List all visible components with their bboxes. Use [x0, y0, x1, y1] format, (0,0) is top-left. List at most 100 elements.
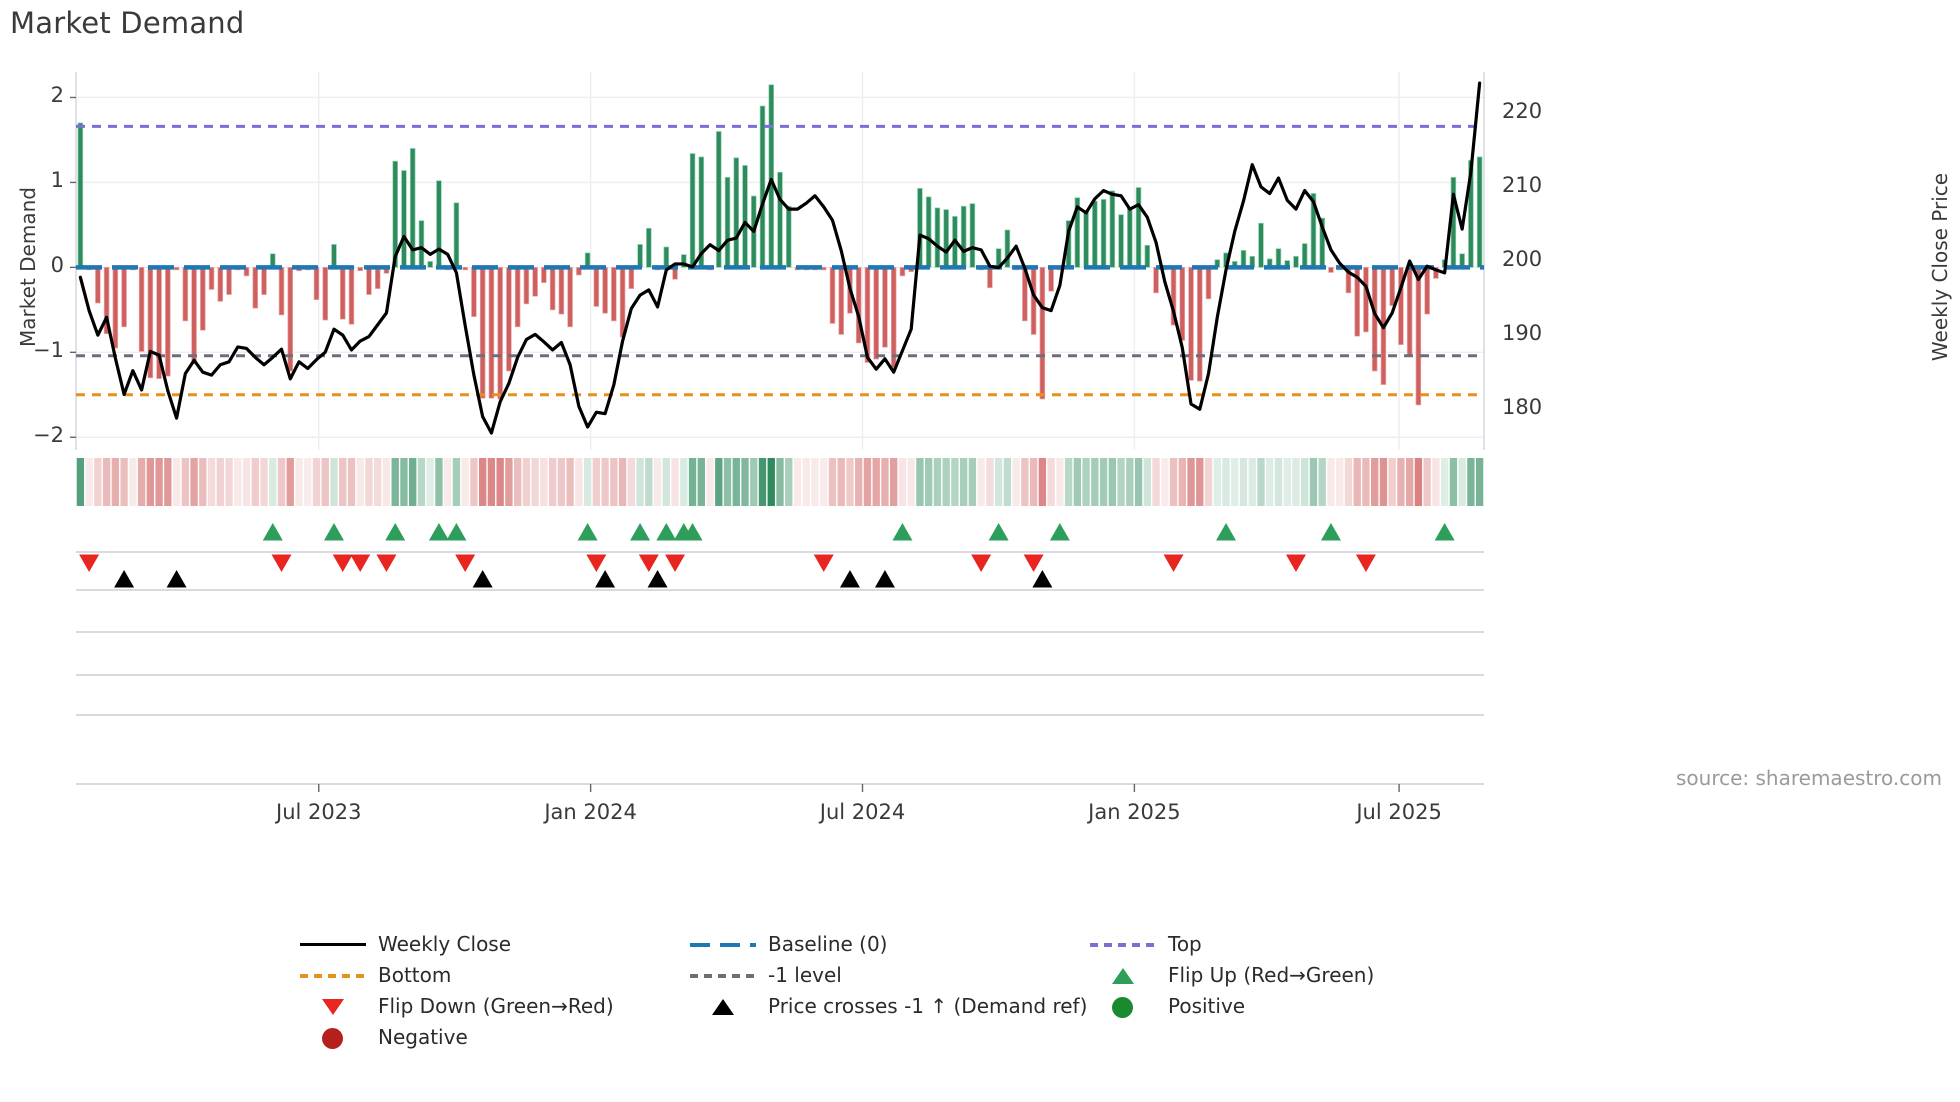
heatmap-cell	[1231, 458, 1239, 506]
heatmap-cell	[1029, 458, 1038, 506]
demand-bar	[829, 267, 836, 324]
heatmap-cell	[1327, 458, 1335, 506]
legend-label: Negative	[378, 1024, 468, 1049]
heatmap-cell	[968, 458, 977, 506]
heatmap-cell	[277, 458, 286, 506]
legend-item-positive[interactable]: Positive	[1090, 990, 1490, 1021]
heatmap-cell	[452, 458, 461, 506]
heatmap-cell	[1213, 458, 1221, 506]
demand-bar	[401, 170, 407, 268]
legend-item-bottom[interactable]: Bottom	[300, 959, 680, 990]
legend-item-flip-up-red-green[interactable]: Flip Up (Red→Green)	[1090, 959, 1490, 990]
demand-bar	[523, 267, 530, 305]
heatmap-cell	[986, 458, 994, 506]
page-title: Market Demand	[10, 6, 245, 40]
legend-item-top[interactable]: Top	[1090, 928, 1490, 959]
heatmap-cell	[1204, 458, 1213, 506]
marker-flip-down	[79, 554, 100, 572]
heatmap-cell	[1318, 458, 1326, 506]
heatmap-cell	[234, 458, 242, 506]
legend-key	[1090, 933, 1156, 955]
heatmap-cell	[1143, 458, 1151, 506]
demand-bar	[899, 267, 906, 277]
demand-bar	[1406, 267, 1413, 357]
heatmap-cell	[820, 458, 828, 506]
legend-key	[300, 1026, 366, 1049]
heatmap-cell	[1292, 458, 1300, 506]
marker-flip-up	[262, 523, 283, 541]
legend-item-weekly-close[interactable]: Weekly Close	[300, 928, 680, 959]
marker-flip-down	[455, 554, 476, 572]
heatmap-cell	[802, 458, 810, 506]
heatmap-cell	[269, 458, 277, 506]
heatmap-cell	[688, 458, 697, 506]
demand-bar	[987, 267, 993, 289]
heatmap-cell	[1117, 458, 1125, 506]
heatmap-cell	[164, 458, 172, 506]
heatmap-cell	[146, 458, 155, 506]
heatmap-cell	[1362, 458, 1370, 506]
heatmap-cell	[111, 458, 120, 506]
heatmap-cell	[321, 458, 329, 506]
heatmap-cell	[478, 458, 487, 506]
demand-bar	[374, 267, 381, 289]
demand-bar	[392, 160, 398, 268]
heatmap-cell	[1432, 458, 1440, 506]
demand-bar	[619, 267, 626, 338]
demand-bar	[733, 157, 740, 268]
heatmap-cell	[758, 458, 767, 506]
heatmap-cell	[137, 458, 146, 506]
x-tick: Jan 2024	[544, 800, 637, 824]
heatmap-cell	[295, 458, 303, 506]
demand-bar	[165, 267, 171, 377]
marker-flip-up	[630, 523, 651, 541]
demand-bar	[173, 267, 180, 271]
demand-bar	[882, 267, 888, 348]
legend-key	[1090, 995, 1156, 1018]
demand-bar	[567, 267, 573, 328]
marker-price-cross-up	[114, 570, 135, 588]
heatmap-cell	[557, 458, 566, 506]
y-tick-right: 220	[1502, 98, 1543, 123]
heatmap-cell	[907, 458, 915, 506]
heatmap-cell	[1309, 458, 1318, 506]
demand-bar	[1048, 267, 1054, 292]
heatmap-cell	[1336, 458, 1344, 506]
legend-item-1-level[interactable]: -1 level	[690, 959, 1080, 990]
marker-flip-down	[271, 554, 292, 572]
demand-bar	[637, 244, 643, 268]
heatmap-cell	[356, 458, 364, 506]
demand-bar	[681, 254, 687, 268]
demand-bar	[287, 267, 294, 372]
demand-bar	[541, 267, 547, 284]
y-tick-right: 210	[1502, 172, 1543, 197]
demand-bar	[278, 267, 285, 316]
heatmap-cell	[155, 458, 163, 506]
heatmap-cell	[540, 458, 548, 506]
heatmap-cell	[959, 458, 968, 506]
y-tick-left: −1	[33, 338, 64, 363]
demand-bar	[339, 267, 346, 320]
heatmap-cell	[1344, 458, 1353, 506]
demand-bar	[1363, 267, 1369, 333]
demand-bar	[208, 267, 215, 290]
heatmap-cell	[1379, 458, 1388, 506]
heatmap-cell	[1222, 458, 1230, 506]
legend-item-price-crosses-1-demand-ref[interactable]: Price crosses -1 ↑ (Demand ref)	[690, 990, 1087, 1021]
demand-bar	[1398, 267, 1404, 346]
demand-bar	[1275, 248, 1282, 268]
heatmap-cell	[951, 458, 959, 506]
heatmap-cell	[1248, 458, 1256, 506]
demand-bar	[1301, 243, 1308, 268]
legend-item-baseline-0[interactable]: Baseline (0)	[690, 928, 1080, 959]
legend-item-negative[interactable]: Negative	[300, 1021, 680, 1052]
demand-bar	[742, 165, 748, 268]
marker-flip-up	[1049, 523, 1070, 541]
legend-item-flip-down-green-red[interactable]: Flip Down (Green→Red)	[300, 990, 680, 1021]
marker-flip-up	[446, 523, 467, 541]
heatmap-cell	[172, 458, 181, 506]
legend-label: -1 level	[768, 962, 842, 987]
demand-bar	[689, 153, 696, 268]
demand-bar	[864, 267, 871, 363]
demand-bar	[1389, 267, 1395, 306]
